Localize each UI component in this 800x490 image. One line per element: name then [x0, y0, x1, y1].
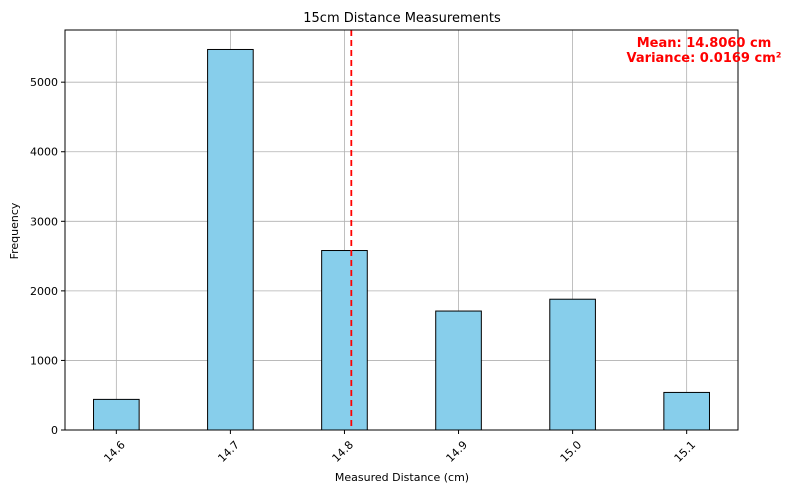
bar-15.1 [663, 391, 710, 431]
x-tick-label: 15.1 [672, 438, 699, 465]
bar-15.0 [549, 298, 596, 431]
y-tick-label: 4000 [30, 146, 58, 159]
bars [93, 48, 710, 431]
y-tick-label: 3000 [30, 215, 58, 228]
x-tick-label: 14.7 [215, 438, 242, 465]
x-tick-label: 14.6 [101, 438, 128, 465]
grid-lines [65, 30, 738, 431]
y-tick-label: 2000 [30, 285, 58, 298]
y-tick-label: 0 [51, 424, 58, 437]
y-axis-label: Frequency [8, 202, 21, 259]
x-tick-label: 15.0 [558, 438, 585, 465]
mean-annotation: Mean: 14.8060 cm [637, 36, 772, 51]
bar-14.9 [435, 310, 482, 431]
plot-frame [64, 29, 739, 431]
x-tick-label: 14.8 [330, 438, 357, 465]
y-tick-label: 1000 [30, 354, 58, 367]
bar-14.6 [93, 398, 140, 431]
x-tick-label: 14.9 [444, 438, 471, 465]
variance-annotation: Variance: 0.0169 cm² [627, 51, 782, 66]
bar-14.8 [321, 250, 368, 431]
y-axis-ticks: 0 1000 2000 3000 4000 5000 [30, 76, 65, 437]
y-tick-label: 5000 [30, 76, 58, 89]
chart-title: 15cm Distance Measurements [303, 11, 501, 26]
x-axis-label: Measured Distance (cm) [335, 471, 469, 484]
x-axis-ticks: 14.6 14.7 14.8 14.9 15.0 15.1 [101, 430, 698, 465]
bar-14.7 [207, 48, 254, 431]
